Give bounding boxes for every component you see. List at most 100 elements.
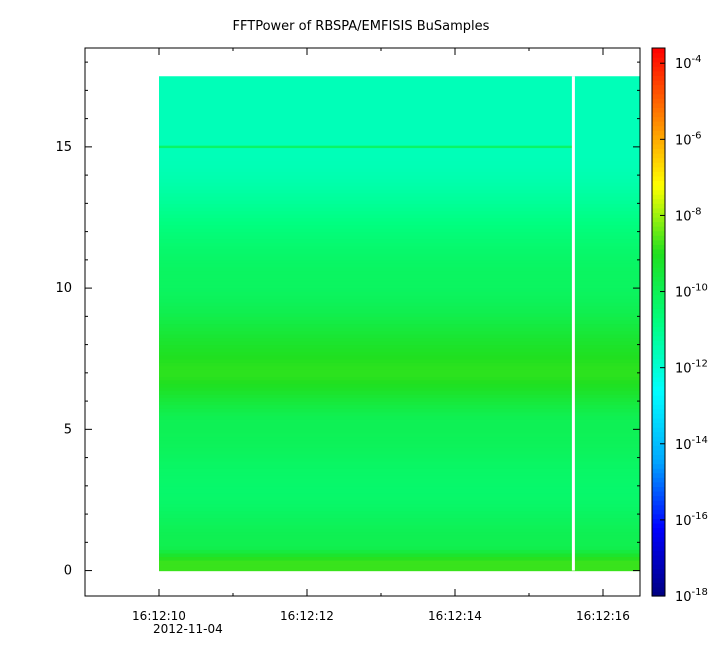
- heatmap-cell: [159, 337, 640, 342]
- heatmap-cell: [159, 397, 640, 402]
- y-tick-label: 5: [64, 422, 72, 437]
- heatmap-cell: [159, 108, 640, 113]
- heatmap-cell: [159, 76, 640, 81]
- heatmap-cell: [159, 284, 640, 289]
- colorbar-tick-label: 10-16: [675, 511, 708, 529]
- spectrogram-heatmap: [159, 76, 640, 572]
- colorbar-segment: [652, 363, 665, 369]
- heatmap-cell: [159, 139, 640, 144]
- colorbar-segment: [652, 98, 665, 104]
- heatmap-cell: [159, 422, 640, 427]
- colorbar-segment: [652, 404, 665, 410]
- heatmap-cell: [159, 461, 640, 466]
- colorbar-segment: [652, 372, 665, 378]
- heatmap-cell: [159, 552, 640, 558]
- data-gap: [571, 76, 575, 571]
- heatmap-cell: [159, 401, 640, 406]
- colorbar-segment: [652, 577, 665, 583]
- heatmap-cell: [159, 213, 640, 219]
- colorbar-segment: [652, 185, 665, 191]
- colorbar-tick-label: 10-14: [675, 435, 708, 453]
- heatmap-cell: [159, 563, 640, 568]
- heatmap-cell: [159, 235, 640, 240]
- heatmap-cell: [159, 302, 640, 307]
- heatmap-cell: [159, 309, 640, 314]
- heatmap-cell: [159, 206, 640, 212]
- colorbar-segment: [652, 198, 665, 204]
- colorbar-segment: [652, 111, 665, 118]
- heatmap-cell: [159, 330, 640, 335]
- heatmap-cell: [159, 249, 640, 254]
- heatmap-cell: [159, 514, 640, 519]
- heatmap-cell: [159, 415, 640, 420]
- heatmap-cell: [159, 535, 640, 540]
- heatmap-cell: [159, 379, 640, 385]
- x-tick-label: 16:12:14: [428, 609, 482, 623]
- heatmap-cell: [159, 436, 640, 441]
- colorbar-segment: [652, 308, 665, 314]
- heatmap-cell: [159, 224, 640, 229]
- heatmap-cell: [159, 344, 640, 349]
- heatmap-cell: [159, 199, 640, 204]
- colorbar-segment: [652, 564, 665, 570]
- heatmap-cell: [159, 93, 640, 99]
- colorbar-segment: [652, 317, 665, 323]
- heatmap-cell: [159, 549, 640, 554]
- heatmap-cell: [159, 192, 640, 197]
- x-date-label: 2012-11-04: [153, 622, 223, 636]
- heatmap-cell: [159, 524, 640, 529]
- colorbar-segment: [652, 216, 665, 223]
- chart-title: FFTPower of RBSPA/EMFISIS BuSamples: [233, 19, 490, 34]
- heatmap-cell: [159, 538, 640, 543]
- heatmap-cell: [159, 326, 640, 332]
- colorbar-segment: [652, 66, 665, 72]
- colorbar-segment: [652, 541, 665, 547]
- colorbar-segment: [652, 518, 665, 524]
- heatmap-cell: [159, 132, 640, 137]
- colorbar-segment: [652, 459, 665, 465]
- heatmap-cell: [159, 281, 640, 286]
- heatmap-cell: [159, 429, 640, 434]
- colorbar-segment: [652, 408, 665, 414]
- colorbar-segment: [652, 495, 665, 501]
- colorbar-segment: [652, 513, 665, 519]
- colorbar-segment: [652, 121, 665, 127]
- colorbar-segment: [652, 422, 665, 428]
- colorbar-segment: [652, 536, 665, 542]
- heatmap-cell: [159, 270, 640, 275]
- heatmap-cell: [159, 291, 640, 296]
- heatmap-cell: [159, 185, 640, 190]
- heatmap-cell: [159, 228, 640, 233]
- colorbar-segment: [652, 230, 665, 236]
- colorbar-segment: [652, 486, 665, 492]
- heatmap-cell: [159, 496, 640, 501]
- heatmap-cell: [159, 489, 640, 494]
- heatmap-cell: [159, 259, 640, 264]
- colorbar-segment: [652, 84, 665, 90]
- heatmap-cell: [159, 143, 640, 148]
- heatmap-cell: [159, 221, 640, 226]
- heatmap-cell: [159, 231, 640, 236]
- heatmap-cell: [159, 404, 640, 409]
- heatmap-cell: [159, 171, 640, 176]
- heatmap-cell: [159, 263, 640, 268]
- heatmap-cell: [159, 125, 640, 130]
- colorbar-segment: [652, 107, 665, 113]
- heatmap-cell: [159, 168, 640, 173]
- colorbar-segment: [652, 431, 665, 437]
- colorbar-segment: [652, 102, 665, 108]
- colorbar-tick-label: 10-4: [675, 54, 702, 72]
- colorbar-segment: [652, 436, 665, 442]
- y-tick-label: 10: [55, 281, 72, 296]
- colorbar-segment: [652, 390, 665, 396]
- heatmap-cell: [159, 319, 640, 325]
- heatmap-cell: [159, 439, 640, 445]
- colorbar-segment: [652, 527, 665, 533]
- colorbar-segment: [652, 143, 665, 150]
- heatmap-cell: [159, 432, 640, 438]
- colorbar-segment: [652, 61, 665, 67]
- x-tick-label: 16:12:16: [576, 609, 630, 623]
- heatmap-cell: [159, 136, 640, 141]
- heatmap-cell: [159, 369, 640, 374]
